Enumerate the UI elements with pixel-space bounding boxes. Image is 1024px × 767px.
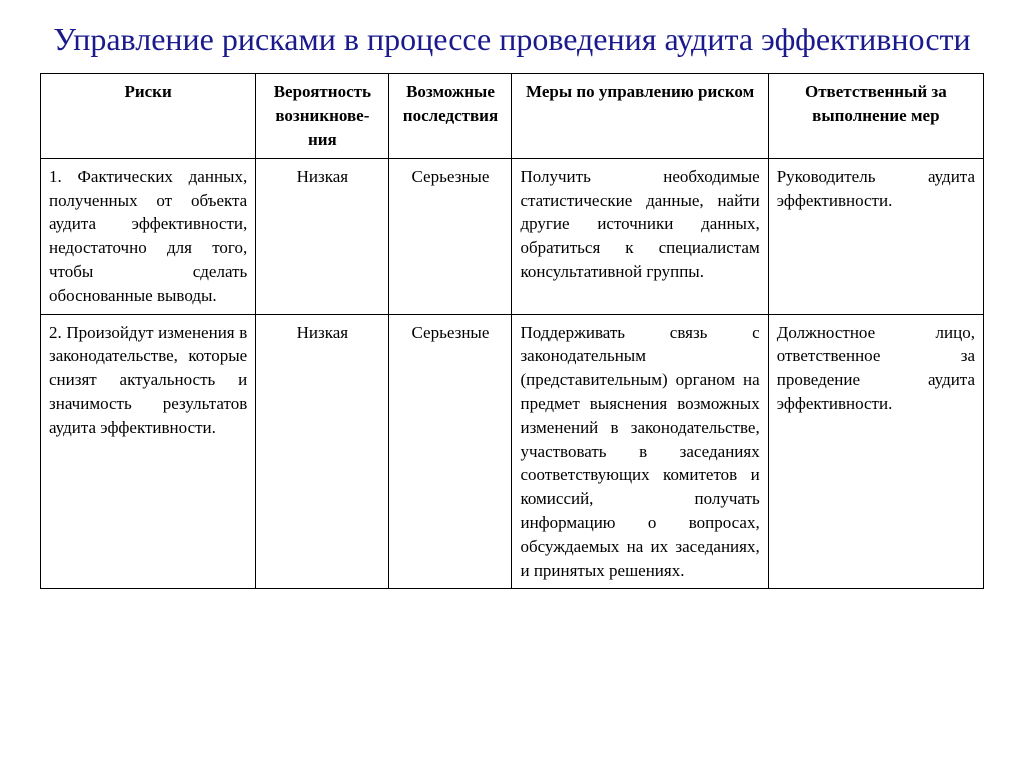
cell-probability: Низкая	[256, 314, 389, 589]
table-header-row: Риски Вероятность возникнове-ния Возможн…	[41, 74, 984, 158]
risk-table: Риски Вероятность возникнове-ния Возможн…	[40, 73, 984, 589]
cell-measures: Получить необходимые статистические данн…	[512, 158, 768, 314]
header-risks: Риски	[41, 74, 256, 158]
table-row: 2. Произойдут изменения в законодательст…	[41, 314, 984, 589]
cell-probability: Низкая	[256, 158, 389, 314]
header-consequences: Возможные последствия	[389, 74, 512, 158]
cell-responsible: Руководитель аудита эффективности.	[768, 158, 983, 314]
cell-consequences: Серьезные	[389, 158, 512, 314]
header-measures: Меры по управлению риском	[512, 74, 768, 158]
header-responsible: Ответственный за выполнение мер	[768, 74, 983, 158]
cell-measures: Поддерживать связь с законодательным (пр…	[512, 314, 768, 589]
header-probability: Вероятность возникнове-ния	[256, 74, 389, 158]
table-row: 1. Фактических данных, полученных от объ…	[41, 158, 984, 314]
cell-risks: 2. Произойдут изменения в законодательст…	[41, 314, 256, 589]
cell-responsible: Должностное лицо, ответственное за прове…	[768, 314, 983, 589]
cell-consequences: Серьезные	[389, 314, 512, 589]
page-title: Управление рисками в процессе проведения…	[40, 20, 984, 58]
cell-risks: 1. Фактических данных, полученных от объ…	[41, 158, 256, 314]
